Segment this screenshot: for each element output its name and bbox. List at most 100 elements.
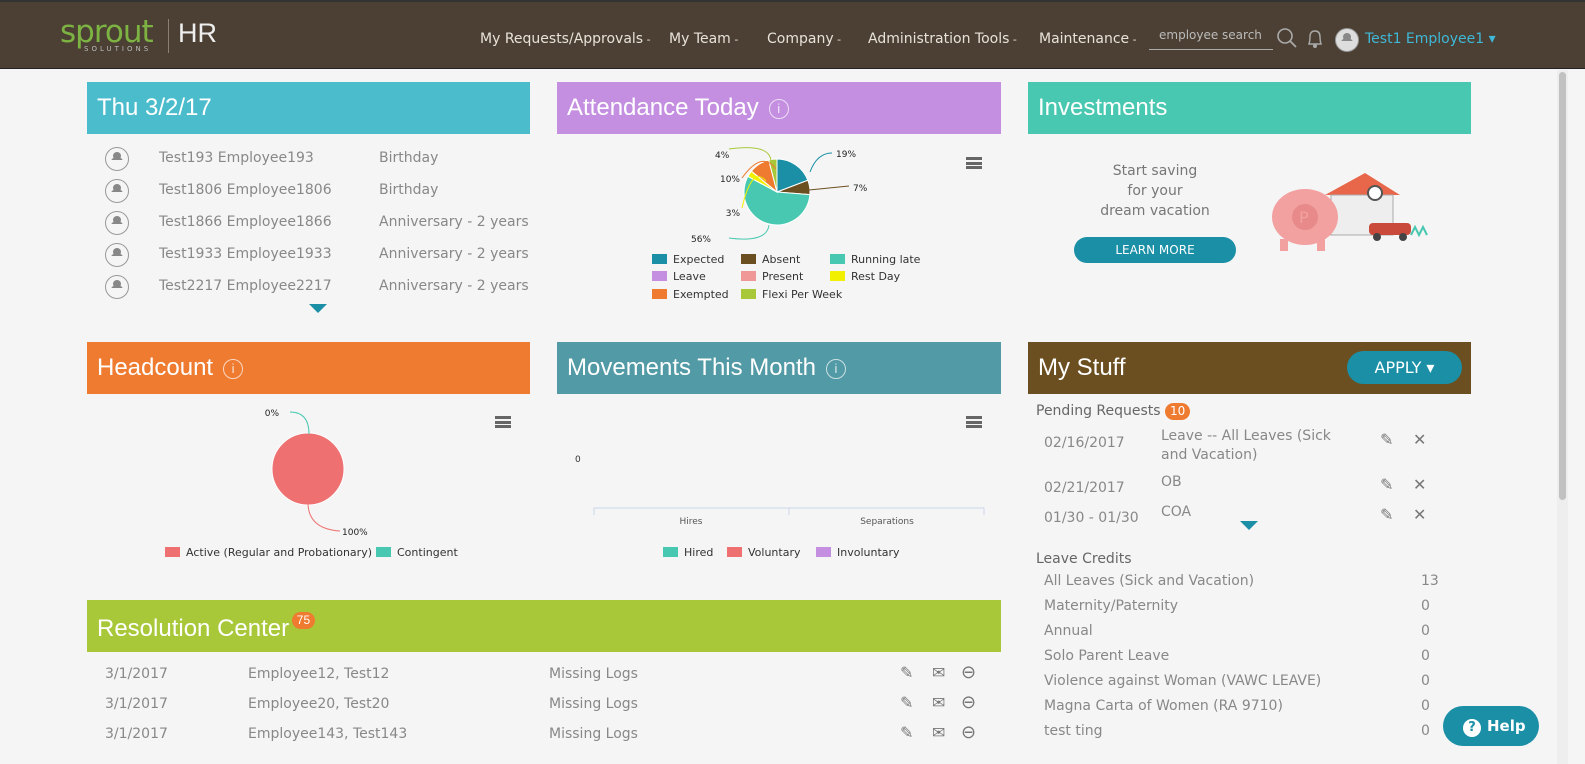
- pie-slice-active-regular-and-probationary-[interactable]: [271, 432, 345, 506]
- edit-pencil-icon[interactable]: ✎: [1380, 430, 1394, 449]
- legend-item[interactable]: Exempted: [652, 288, 729, 301]
- logo-subtext: SOLUTIONS: [84, 45, 152, 53]
- learn-more-button[interactable]: LEARN MORE: [1074, 237, 1236, 263]
- pie-slice-expected[interactable]: [776, 158, 809, 193]
- legend-item[interactable]: Absent: [741, 253, 800, 266]
- mail-icon[interactable]: ✉: [932, 693, 946, 712]
- resolution-employee[interactable]: Employee20, Test20: [248, 696, 390, 712]
- legend-label: Voluntary: [748, 546, 801, 559]
- legend-swatch: [816, 547, 831, 557]
- sprout-logo[interactable]: sprout SOLUTIONS: [60, 14, 154, 53]
- expand-more-icon[interactable]: [1240, 521, 1258, 530]
- request-type[interactable]: COA: [1161, 504, 1192, 520]
- expand-more-icon[interactable]: [309, 304, 327, 313]
- help-button[interactable]: ? Help: [1443, 706, 1539, 746]
- scrollbar[interactable]: [1557, 70, 1568, 764]
- resolution-employee[interactable]: Employee12, Test12: [248, 666, 390, 682]
- info-icon[interactable]: i: [768, 98, 789, 119]
- top-navbar: sprout SOLUTIONS HR My Requests/Approvals…: [0, 0, 1585, 69]
- employee-name[interactable]: Test193 Employee193: [159, 150, 314, 166]
- legend-label: Active (Regular and Probationary): [186, 546, 373, 559]
- legend-item[interactable]: Running late: [830, 253, 920, 266]
- nav-administration-tools[interactable]: Administration Tools: [868, 31, 1017, 47]
- event-type: Birthday: [379, 182, 439, 198]
- legend-item[interactable]: Leave: [652, 270, 706, 283]
- leave-credit-name: test ting: [1044, 723, 1103, 739]
- dismiss-minus-icon[interactable]: ⊖: [961, 722, 977, 743]
- legend-item[interactable]: Present: [741, 270, 803, 283]
- legend-label: Involuntary: [837, 546, 900, 559]
- legend-swatch: [830, 254, 845, 264]
- request-type[interactable]: Leave -- All Leaves (Sick and Vacation): [1161, 428, 1331, 463]
- leave-credit-name: Violence against Woman (VAWC LEAVE): [1044, 673, 1322, 689]
- delete-x-icon[interactable]: ✕: [1413, 430, 1427, 449]
- edit-pencil-icon[interactable]: ✎: [1380, 505, 1394, 524]
- pending-count-badge: 10: [1165, 403, 1191, 420]
- employee-name[interactable]: Test1933 Employee1933: [159, 246, 332, 262]
- label-connector: [809, 152, 833, 173]
- legend-item[interactable]: Flexi Per Week: [741, 288, 842, 301]
- edit-pencil-icon[interactable]: ✎: [900, 663, 914, 682]
- legend-item[interactable]: Contingent: [376, 546, 458, 559]
- legend-label: Hired: [684, 546, 714, 559]
- info-icon[interactable]: i: [826, 358, 846, 379]
- leave-credit-value: 0: [1421, 598, 1430, 614]
- chart-menu-icon[interactable]: [495, 416, 511, 428]
- label-connector: [728, 224, 770, 240]
- mystuff-title: My Stuff: [1038, 354, 1126, 381]
- bell-icon[interactable]: [1305, 28, 1325, 50]
- employee-name[interactable]: Test2217 Employee2217: [159, 278, 332, 294]
- edit-pencil-icon[interactable]: ✎: [1380, 475, 1394, 494]
- legend-item[interactable]: Voluntary: [727, 546, 801, 559]
- info-icon[interactable]: i: [223, 358, 244, 379]
- pie-slice-running-late[interactable]: [743, 175, 811, 226]
- request-type[interactable]: OB: [1161, 474, 1182, 490]
- edit-pencil-icon[interactable]: ✎: [900, 723, 914, 742]
- legend-item[interactable]: Hired: [663, 546, 713, 559]
- legend-swatch: [652, 289, 667, 299]
- user-avatar[interactable]: [1335, 28, 1359, 52]
- nav-company[interactable]: Company: [767, 31, 841, 47]
- edit-pencil-icon[interactable]: ✎: [900, 693, 914, 712]
- dismiss-minus-icon[interactable]: ⊖: [961, 662, 977, 683]
- label-connector: [741, 176, 767, 209]
- leave-credit-value: 0: [1421, 698, 1430, 714]
- chart-menu-icon[interactable]: [966, 416, 982, 428]
- nav-my-requests[interactable]: My Requests/Approvals: [480, 31, 651, 47]
- x-axis: [593, 507, 985, 515]
- scrollbar-thumb[interactable]: [1559, 72, 1566, 500]
- slice-data-label: 0%: [265, 409, 280, 419]
- attendance-pie-chart: 19% 7% 3% 10% 4% 56%: [691, 147, 868, 245]
- resolution-employee[interactable]: Employee143, Test143: [248, 726, 408, 742]
- employee-name[interactable]: Test1806 Employee1806: [159, 182, 332, 198]
- apply-dropdown-button[interactable]: APPLY ▾: [1347, 351, 1462, 384]
- legend-item[interactable]: Rest Day: [830, 270, 900, 283]
- legend-label: Running late: [851, 253, 921, 266]
- help-label: Help: [1487, 717, 1526, 735]
- search-icon[interactable]: [1276, 27, 1298, 49]
- legend-item[interactable]: Expected: [652, 253, 724, 266]
- delete-x-icon[interactable]: ✕: [1413, 475, 1427, 494]
- chart-menu-icon[interactable]: [966, 157, 982, 169]
- nav-maintenance[interactable]: Maintenance: [1039, 31, 1137, 47]
- mail-icon[interactable]: ✉: [932, 663, 946, 682]
- dismiss-minus-icon[interactable]: ⊖: [961, 692, 977, 713]
- legend-label: Present: [762, 270, 804, 283]
- employee-avatar: [105, 147, 129, 171]
- question-icon: ?: [1463, 719, 1481, 737]
- employee-name[interactable]: Test1866 Employee1866: [159, 214, 332, 230]
- promo-line: Start saving: [1112, 163, 1198, 179]
- legend-item[interactable]: Involuntary: [816, 546, 900, 559]
- nav-my-team[interactable]: My Team: [669, 31, 738, 47]
- movements-bar-chart: 0 Hires Separations: [575, 455, 985, 527]
- mail-icon[interactable]: ✉: [932, 723, 946, 742]
- employee-search-input[interactable]: employee search: [1149, 24, 1273, 50]
- user-menu[interactable]: Test1 Employee1 ▾: [1365, 31, 1496, 47]
- leave-credit-name: Maternity/Paternity: [1044, 598, 1179, 614]
- delete-x-icon[interactable]: ✕: [1413, 505, 1427, 524]
- logo-divider: [168, 19, 169, 53]
- legend-item[interactable]: Active (Regular and Probationary): [165, 546, 372, 559]
- slice-data-label: 7%: [853, 184, 868, 194]
- employee-avatar: [105, 179, 129, 203]
- user-name: Test1 Employee1: [1365, 31, 1485, 47]
